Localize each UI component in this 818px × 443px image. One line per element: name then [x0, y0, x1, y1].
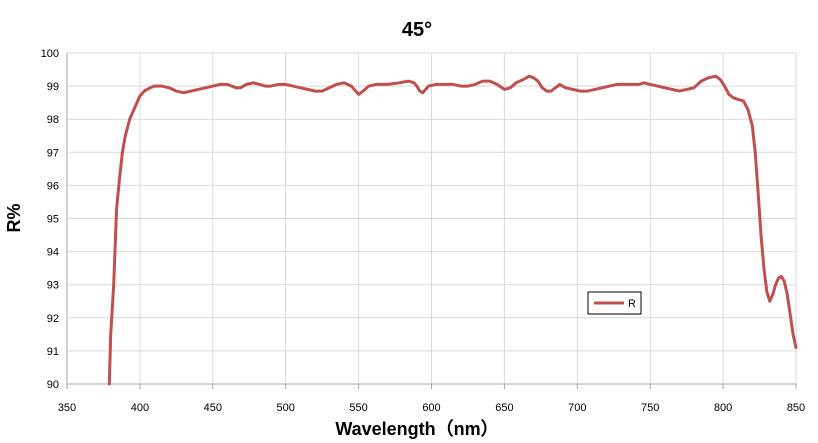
x-tick-label: 650 [495, 402, 513, 414]
y-tick-label: 91 [47, 346, 59, 358]
chart-title: 45° [402, 19, 432, 41]
x-tick-label: 800 [714, 402, 732, 414]
gridlines [67, 52, 797, 384]
y-tick-label: 94 [47, 247, 59, 259]
y-axis-label: R% [4, 203, 24, 232]
x-axis-label: Wavelength（nm） [335, 419, 498, 439]
y-tick-label: 95 [47, 214, 59, 226]
y-tick-label: 90 [47, 379, 59, 391]
series-line-r [107, 74, 798, 386]
y-tick-label: 92 [47, 313, 59, 325]
x-tick-label: 600 [422, 402, 440, 414]
legend-label-r: R [628, 298, 636, 310]
x-tick-label: 450 [204, 402, 222, 414]
x-tick-label: 550 [349, 402, 367, 414]
y-tick-label: 99 [47, 81, 59, 93]
legend: R [587, 291, 642, 315]
x-tick-label: 750 [641, 402, 659, 414]
y-tick-label: 100 [41, 48, 59, 60]
y-tick-labels: 90 91 92 93 94 95 96 97 98 99 100 [41, 48, 59, 391]
y-tick-label: 98 [47, 114, 59, 126]
x-tick-label: 700 [568, 402, 586, 414]
x-tick-label: 500 [277, 402, 295, 414]
x-tick-label: 350 [58, 402, 76, 414]
y-tick-label: 93 [47, 280, 59, 292]
axes [66, 53, 797, 389]
series-group [107, 74, 798, 386]
x-tick-label: 400 [131, 402, 149, 414]
x-tick-label: 850 [787, 402, 805, 414]
x-tick-labels: 350 400 450 500 550 600 650 700 750 800 850 [58, 402, 805, 414]
y-tick-label: 97 [47, 147, 59, 159]
y-tick-label: 96 [47, 180, 59, 192]
